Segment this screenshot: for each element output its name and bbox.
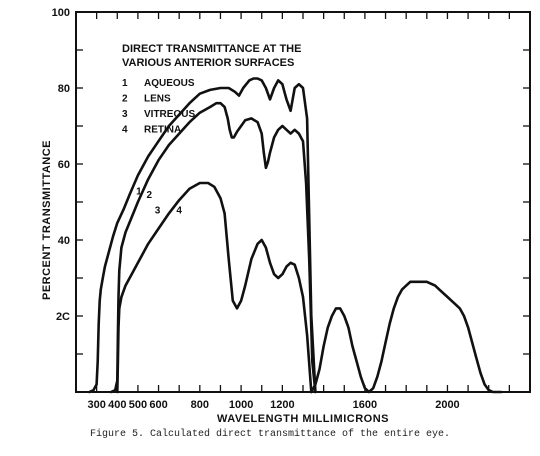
legend-entry: AQUEOUS	[144, 78, 195, 89]
series-line-4	[116, 181, 313, 394]
plot-frame-layer	[75, 11, 531, 393]
legend-entry: RETINA	[144, 125, 181, 136]
legend: DIRECT TRANSMITTANCE AT THE VARIOUS ANTER…	[122, 43, 301, 136]
x-tick-label: 400	[108, 399, 126, 411]
legend-key: 4	[122, 125, 128, 136]
legend-title-line: VARIOUS ANTERIOR SURFACES	[122, 57, 294, 69]
legend-title-line: DIRECT TRANSMITTANCE AT THE	[122, 43, 301, 55]
tick-layer	[76, 12, 530, 392]
y-tick-label: 100	[52, 7, 70, 19]
series-label-3: 3	[155, 205, 161, 216]
series-line-1	[88, 77, 317, 394]
x-tick-label: 2000	[435, 399, 459, 411]
legend-entry: LENS	[144, 94, 171, 105]
x-tick-label: 1200	[270, 399, 294, 411]
series-label-1: 1	[136, 186, 142, 197]
y-tick-label: 60	[58, 159, 70, 171]
plot-area	[75, 11, 531, 393]
y-axis-title: PERCENT TRANSMITTANCE	[41, 140, 53, 300]
x-axis-title: WAVELENGTH MILLIMICRONS	[217, 413, 389, 425]
series-line-2	[109, 101, 317, 394]
y-tick-label: 40	[58, 235, 70, 247]
legend-key: 3	[122, 109, 128, 120]
series-label-4: 4	[176, 205, 182, 216]
figure-caption: Figure 5. Calculated direct transmittanc…	[89, 429, 451, 440]
legend-key: 1	[122, 78, 128, 89]
y-tick-label: 2C	[56, 311, 70, 323]
legend-entry: VITREOUS	[144, 109, 195, 120]
legend-key: 2	[122, 94, 128, 105]
label-layer: 300 400 500 600 800 1000 1200 1600 2000 2C 40 60 80 1…	[41, 7, 460, 425]
x-tick-label: 500	[129, 399, 147, 411]
x-tick-label: 600	[149, 399, 167, 411]
y-tick-label: 80	[58, 83, 70, 95]
series-layer	[88, 77, 503, 394]
x-tick-label: 1600	[353, 399, 377, 411]
x-tick-label: 800	[191, 399, 209, 411]
x-tick-label: 300	[87, 399, 105, 411]
series-line-3	[309, 280, 503, 394]
series-label-2: 2	[146, 190, 152, 201]
x-tick-label: 1000	[229, 399, 253, 411]
